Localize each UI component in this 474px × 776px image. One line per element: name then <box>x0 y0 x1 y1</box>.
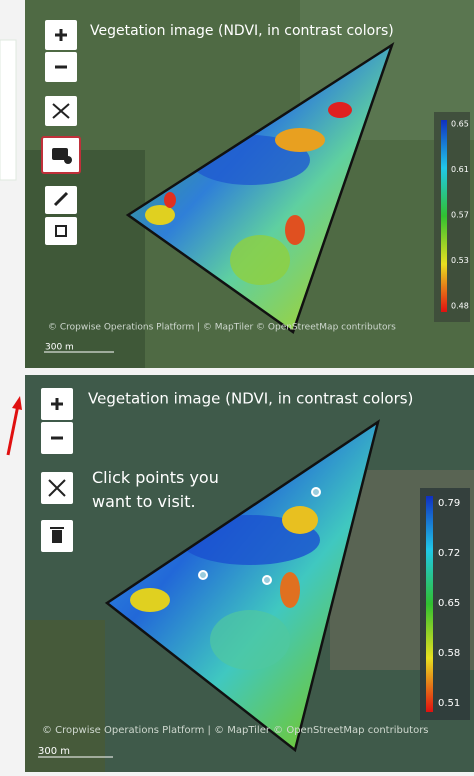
scale: 300 m <box>38 746 70 757</box>
legend-label: 0.72 <box>438 548 460 559</box>
legend-bar <box>441 120 447 312</box>
zoom-out[interactable] <box>41 422 73 454</box>
legend <box>434 112 470 322</box>
legend-label: 0.61 <box>451 165 469 174</box>
legend-label: 0.51 <box>438 698 460 709</box>
legend-label: 0.57 <box>451 211 469 220</box>
map-panel: Vegetation image (NDVI, in contrast colo… <box>25 0 474 368</box>
delete[interactable] <box>41 520 73 552</box>
map-title: Vegetation image (NDVI, in contrast colo… <box>90 23 394 39</box>
fullscreen[interactable] <box>41 472 73 504</box>
attribution: © Cropwise Operations Platform | © MapTi… <box>42 725 429 736</box>
hint-text: Click points you want to visit. <box>92 468 219 511</box>
legend-label: 0.58 <box>438 648 460 659</box>
legend-bar <box>426 496 433 712</box>
legend-label: 0.53 <box>451 256 469 265</box>
attribution: © Cropwise Operations Platform | © MapTi… <box>48 323 396 333</box>
waypoint[interactable] <box>311 487 321 497</box>
legend-label: 0.65 <box>451 120 469 129</box>
side-card <box>0 39 17 181</box>
legend-label: 0.79 <box>438 498 460 509</box>
scale: 300 m <box>45 343 74 353</box>
fullscreen[interactable] <box>45 96 77 126</box>
zoom-out[interactable] <box>45 52 77 82</box>
map-title: Vegetation image (NDVI, in contrast colo… <box>88 390 413 408</box>
zoom-in[interactable] <box>45 20 77 50</box>
measure[interactable] <box>45 186 77 214</box>
field <box>107 422 378 750</box>
hint: Click points you want to visit. <box>92 468 219 511</box>
arrow-head <box>12 396 22 410</box>
waypoint[interactable] <box>198 570 208 580</box>
waypoint[interactable] <box>262 575 272 585</box>
field <box>128 45 392 332</box>
screenshot-button[interactable] <box>41 136 81 174</box>
area[interactable] <box>45 217 77 245</box>
legend-label: 0.48 <box>451 302 469 311</box>
arrow <box>6 404 20 456</box>
zoom-in[interactable] <box>41 388 73 420</box>
map-panel: Vegetation image (NDVI, in contrast colo… <box>25 375 474 772</box>
legend-label: 0.65 <box>438 598 460 609</box>
